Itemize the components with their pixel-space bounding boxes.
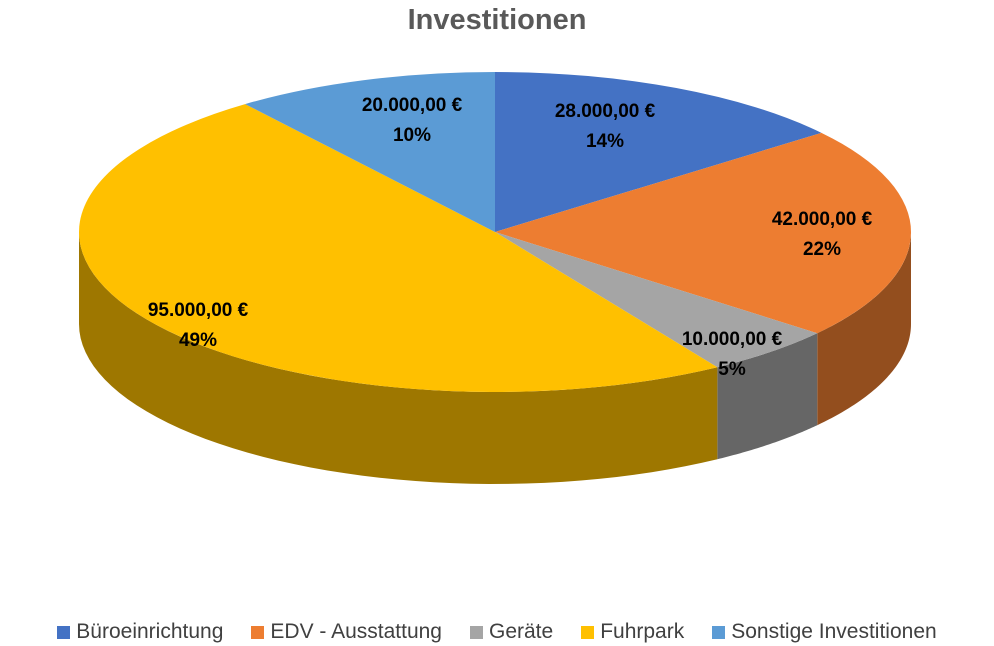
pie-side-4 xyxy=(79,232,718,484)
legend-swatch xyxy=(581,625,595,639)
slice-percent-label: 49% xyxy=(179,330,217,351)
slice-percent-label: 22% xyxy=(803,239,841,260)
slice-value-label: 42.000,00 € xyxy=(772,209,873,230)
slice-percent-label: 5% xyxy=(718,359,746,380)
legend-item: Geräte xyxy=(469,620,554,644)
legend-swatch xyxy=(251,625,265,639)
legend-label: EDV - Ausstattung xyxy=(270,620,442,643)
pie-chart: 28.000,00 € 14% 42.000,00 € 22% 10.000,00 € 5… xyxy=(79,72,911,484)
legend-label: Fuhrpark xyxy=(600,620,685,643)
legend-swatch xyxy=(469,625,483,639)
chart-title: Investitionen xyxy=(407,4,587,36)
pie-slice-3[interactable] xyxy=(495,232,818,368)
legend-swatch xyxy=(57,625,71,639)
pie-labels: 28.000,00 € 14% 42.000,00 € 22% 10.000,00 € 5… xyxy=(148,95,873,380)
pie-slice-2[interactable] xyxy=(495,132,911,334)
legend-label: Sonstige Investitionen xyxy=(731,620,937,643)
legend-item: EDV - Ausstattung xyxy=(251,620,442,644)
legend-label: Geräte xyxy=(488,620,554,643)
pie-side-3 xyxy=(717,333,818,460)
legend-item: Büroeinrichtung xyxy=(57,620,223,644)
slice-value-label: 95.000,00 € xyxy=(148,300,249,321)
pie-slice-4[interactable] xyxy=(79,104,718,392)
legend-item: Sonstige Investitionen xyxy=(712,620,937,644)
pie-slice-1[interactable] xyxy=(495,72,822,232)
legend-item: Fuhrpark xyxy=(581,620,684,644)
pie-slice-5[interactable] xyxy=(245,72,495,232)
legend-label: Büroeinrichtung xyxy=(76,620,224,643)
slice-percent-label: 10% xyxy=(393,125,431,146)
pie-tops xyxy=(79,72,911,392)
slice-value-label: 20.000,00 € xyxy=(362,95,463,116)
legend-swatch xyxy=(712,625,726,639)
pie-side-2 xyxy=(817,232,911,426)
legend: Büroeinrichtung EDV - Ausstattung Geräte Fu… xyxy=(0,618,994,646)
pie-sides xyxy=(79,232,911,484)
slice-value-label: 28.000,00 € xyxy=(555,101,656,122)
slice-percent-label: 14% xyxy=(586,131,624,152)
slice-value-label: 10.000,00 € xyxy=(682,329,783,350)
